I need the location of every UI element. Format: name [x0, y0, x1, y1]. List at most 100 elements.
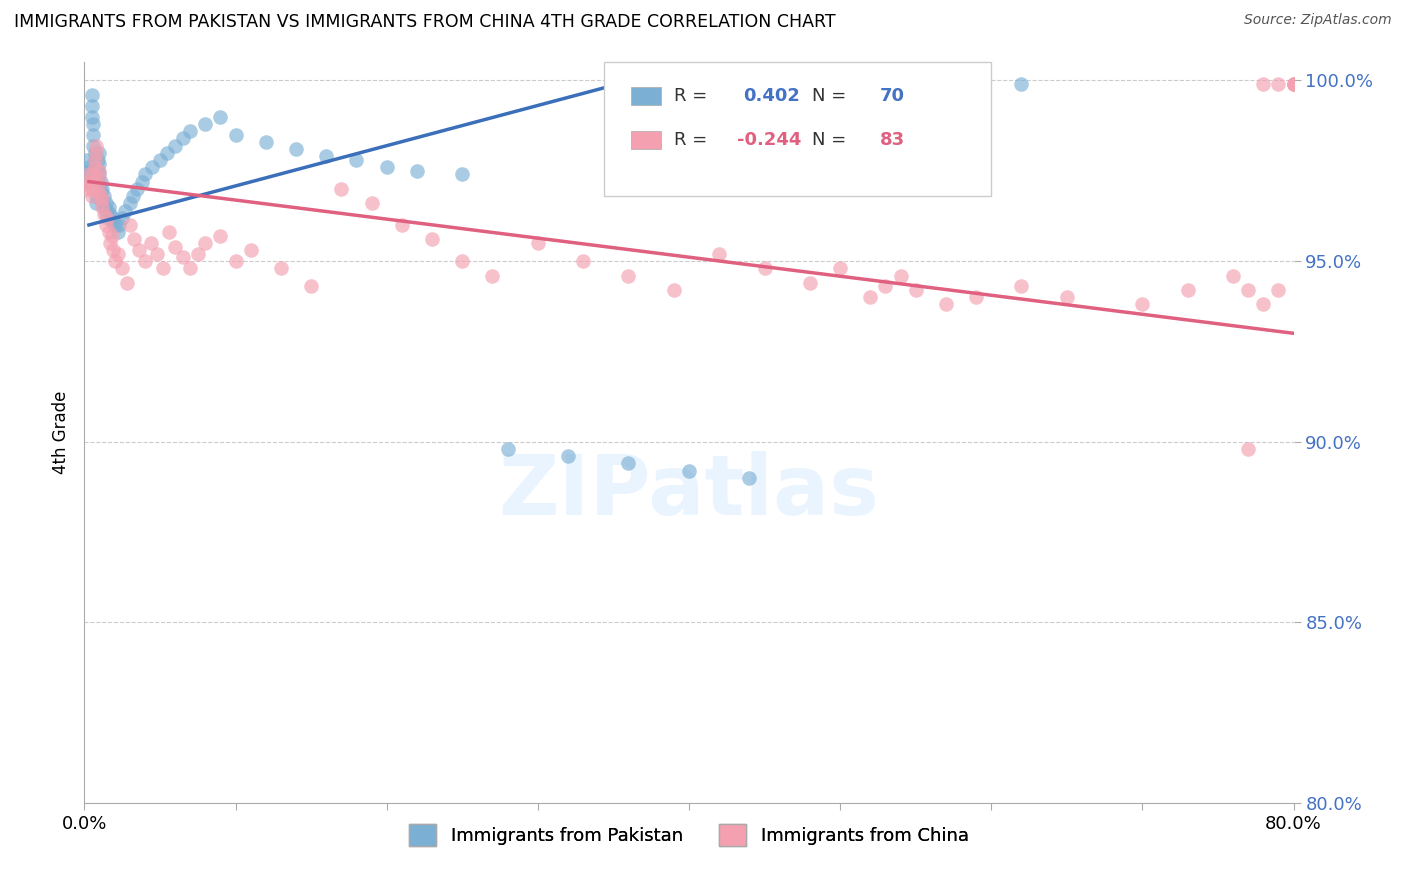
Point — [128, 244, 150, 258]
Point — [225, 128, 247, 142]
Point — [285, 142, 308, 156]
Point — [121, 189, 143, 203]
Point — [156, 145, 179, 160]
FancyBboxPatch shape — [631, 87, 661, 105]
Point — [1282, 77, 1305, 91]
Point — [87, 178, 110, 193]
Point — [209, 228, 232, 243]
Point — [79, 163, 101, 178]
Point — [82, 128, 104, 142]
Point — [91, 182, 114, 196]
Point — [91, 193, 114, 207]
Point — [84, 175, 107, 189]
Point — [89, 156, 111, 170]
Point — [709, 247, 731, 261]
Point — [86, 189, 108, 203]
Text: 83: 83 — [880, 131, 905, 149]
Point — [157, 225, 180, 239]
Point — [76, 153, 98, 167]
Point — [572, 254, 595, 268]
Point — [1237, 283, 1260, 297]
Point — [111, 261, 134, 276]
Text: 70: 70 — [880, 87, 905, 104]
Point — [149, 153, 172, 167]
Point — [86, 196, 108, 211]
Point — [90, 186, 112, 200]
Point — [496, 442, 519, 456]
Point — [557, 449, 579, 463]
Y-axis label: 4th Grade: 4th Grade — [52, 391, 70, 475]
Point — [93, 189, 115, 203]
Point — [131, 175, 153, 189]
Point — [134, 168, 156, 182]
Point — [96, 211, 118, 225]
Point — [86, 145, 108, 160]
Point — [299, 279, 322, 293]
Point — [97, 225, 120, 239]
Point — [107, 247, 129, 261]
Point — [1253, 77, 1275, 91]
Point — [375, 160, 398, 174]
Point — [84, 163, 107, 178]
Point — [84, 160, 107, 174]
Point — [1130, 297, 1153, 311]
Point — [270, 261, 292, 276]
Point — [1267, 283, 1289, 297]
Point — [118, 196, 141, 211]
Point — [859, 290, 882, 304]
Point — [965, 290, 987, 304]
FancyBboxPatch shape — [605, 62, 991, 195]
Point — [87, 175, 110, 189]
Point — [87, 153, 110, 167]
Point — [146, 247, 169, 261]
Point — [80, 99, 103, 113]
Point — [346, 153, 368, 167]
Point — [84, 145, 107, 160]
FancyBboxPatch shape — [631, 131, 661, 150]
Point — [89, 163, 111, 178]
Point — [82, 138, 104, 153]
Point — [80, 87, 103, 102]
Point — [904, 283, 927, 297]
Point — [77, 175, 100, 189]
Text: -0.244: -0.244 — [737, 131, 801, 149]
Point — [84, 153, 107, 167]
Point — [799, 276, 821, 290]
Point — [890, 268, 912, 283]
Point — [89, 171, 111, 186]
Point — [209, 110, 232, 124]
Point — [1056, 290, 1078, 304]
Point — [139, 235, 162, 250]
Point — [481, 268, 503, 283]
Point — [172, 131, 194, 145]
Point — [451, 254, 474, 268]
Point — [315, 149, 337, 163]
Point — [100, 228, 122, 243]
Point — [330, 182, 353, 196]
Point — [1253, 297, 1275, 311]
Point — [93, 207, 115, 221]
Point — [239, 244, 262, 258]
Text: ZIPatlas: ZIPatlas — [499, 451, 879, 533]
Point — [179, 261, 201, 276]
Point — [82, 117, 104, 131]
Point — [80, 189, 103, 203]
Point — [678, 464, 700, 478]
Point — [662, 283, 685, 297]
Point — [830, 77, 852, 91]
Point — [94, 207, 117, 221]
Point — [94, 218, 117, 232]
Point — [935, 297, 957, 311]
Point — [79, 175, 101, 189]
Point — [451, 168, 474, 182]
Point — [225, 254, 247, 268]
Point — [754, 261, 776, 276]
Point — [97, 200, 120, 214]
Point — [76, 182, 98, 196]
Point — [360, 196, 382, 211]
Point — [152, 261, 174, 276]
Point — [527, 235, 550, 250]
Point — [1237, 442, 1260, 456]
Point — [165, 239, 187, 253]
Point — [80, 182, 103, 196]
